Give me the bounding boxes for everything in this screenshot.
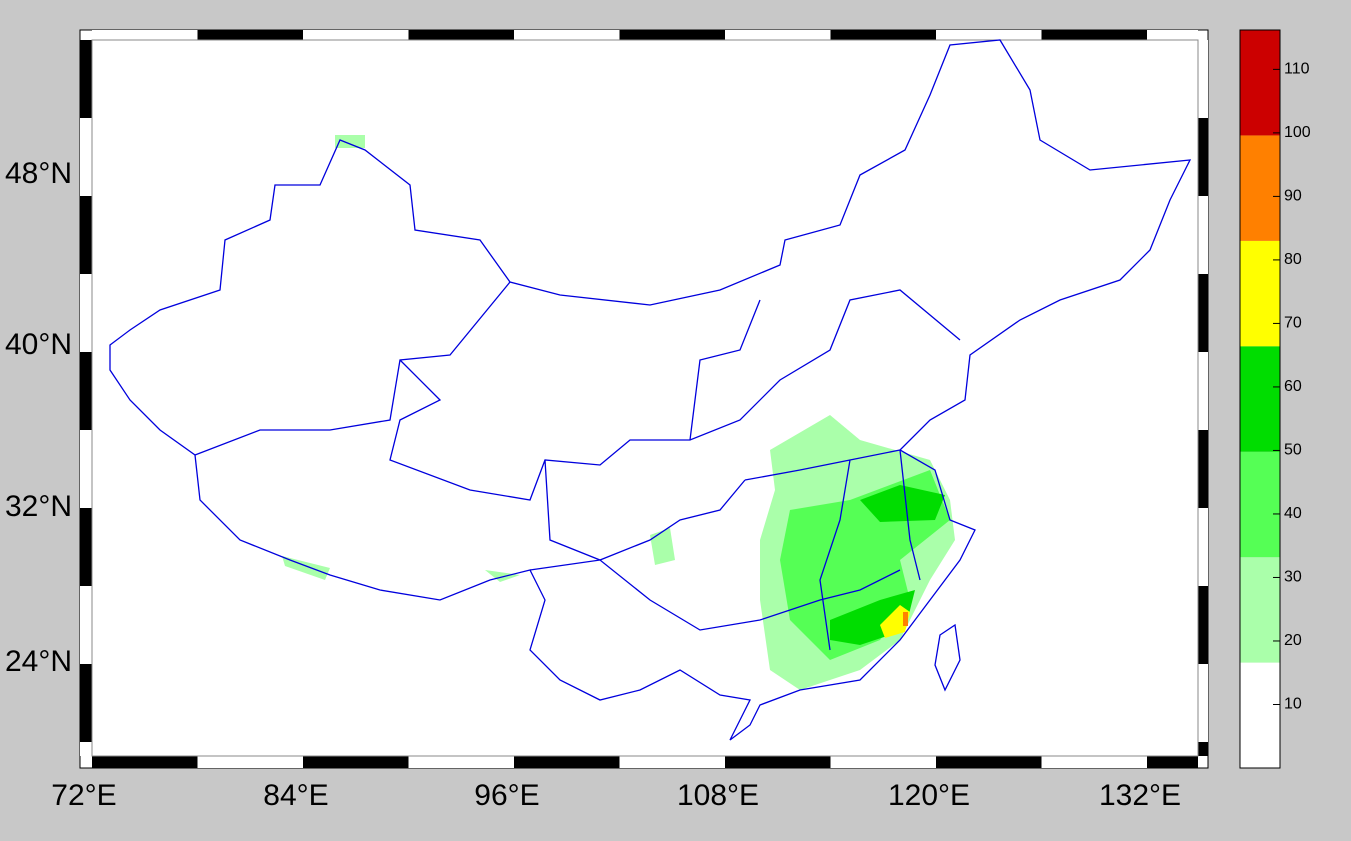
border-segment — [1147, 756, 1198, 768]
lon-label: 132°E — [1099, 779, 1181, 812]
colorbar-label: 100 — [1284, 124, 1311, 141]
frame-border — [80, 30, 1208, 768]
border-segment — [830, 30, 936, 40]
border-segment — [408, 30, 514, 40]
lon-label: 120°E — [888, 779, 970, 812]
colorbar-label: 20 — [1284, 632, 1302, 649]
colorbar-label: 50 — [1284, 442, 1302, 459]
border-segment — [80, 430, 92, 508]
border-segment — [303, 756, 409, 768]
colorbar-band — [1240, 30, 1280, 136]
lon-label: 96°E — [474, 779, 539, 812]
border-segment — [1198, 664, 1208, 742]
precip-area — [650, 528, 675, 565]
border-segment — [514, 756, 620, 768]
precip-area — [335, 135, 365, 148]
border-segment — [80, 196, 92, 274]
precip-area — [903, 612, 908, 626]
border-segment — [619, 30, 725, 40]
precip-area — [860, 485, 945, 522]
border-segment — [1041, 756, 1147, 768]
colorbar-band — [1240, 662, 1280, 768]
border-segment — [936, 756, 1042, 768]
border-segment — [197, 30, 303, 40]
border-segment — [830, 756, 936, 768]
lat-label: 24°N — [5, 645, 72, 678]
border-segment — [80, 352, 92, 430]
lat-label: 40°N — [5, 328, 72, 361]
border-segment — [303, 30, 409, 40]
colorbar-label: 40 — [1284, 505, 1302, 522]
border-segment — [80, 664, 92, 742]
colorbar-frame — [1239, 29, 1281, 769]
border-segment — [1198, 352, 1208, 430]
lat-label: 32°N — [5, 490, 72, 523]
boundaries — [109, 39, 1192, 741]
colorbar-label: 70 — [1284, 315, 1302, 332]
border-segment — [1198, 196, 1208, 274]
border-segment — [1198, 430, 1208, 508]
border-segment — [1198, 274, 1208, 352]
precip-area — [485, 570, 520, 582]
border-segment — [1198, 118, 1208, 196]
border-segment — [725, 756, 831, 768]
border-segment — [80, 40, 92, 118]
border-segment — [1198, 586, 1208, 664]
border-segment — [92, 30, 198, 40]
colorbar-label: 60 — [1284, 378, 1302, 395]
border-segment — [1198, 40, 1208, 118]
axis-labels: 72°E 84°E 96°E 108°E 120°E 132°E 48°N 40… — [5, 157, 1181, 812]
lon-label: 108°E — [677, 779, 759, 812]
province-lines — [194, 281, 961, 651]
colorbar-band — [1240, 346, 1280, 452]
border-segment — [80, 274, 92, 352]
country-outline — [109, 39, 1192, 741]
colorbar-label: 80 — [1284, 251, 1302, 268]
colorbar-band — [1240, 135, 1280, 241]
border-segment — [197, 756, 303, 768]
border-segment — [619, 756, 725, 768]
colorbar: 10 20 30 40 50 60 70 80 90 100 110 — [1239, 29, 1311, 769]
border-segment — [92, 756, 198, 768]
colorbar-label: 30 — [1284, 569, 1302, 586]
border-segment — [514, 30, 620, 40]
border-segment — [80, 586, 92, 664]
border-segment — [1041, 30, 1147, 40]
border-segment — [936, 30, 1042, 40]
colorbar-label: 110 — [1284, 61, 1310, 78]
border-segment — [1198, 508, 1208, 586]
colorbar-band — [1240, 451, 1280, 558]
border-segment — [80, 508, 92, 586]
lon-label: 84°E — [263, 779, 328, 812]
border-segment — [80, 118, 92, 196]
colorbar-band — [1240, 557, 1280, 663]
border-segment — [80, 742, 92, 756]
border-segment — [725, 30, 831, 40]
precip-area — [880, 605, 910, 638]
colorbar-label: 10 — [1284, 696, 1302, 713]
border-segment — [1198, 742, 1208, 756]
colorbar-label: 90 — [1284, 188, 1302, 205]
colorbar-band — [1240, 240, 1280, 347]
border-segment — [408, 756, 514, 768]
island-outline — [934, 623, 961, 692]
border-segment — [1147, 30, 1198, 40]
lon-label: 72°E — [51, 779, 116, 812]
map-area — [91, 39, 1199, 757]
lat-label: 48°N — [5, 157, 72, 190]
